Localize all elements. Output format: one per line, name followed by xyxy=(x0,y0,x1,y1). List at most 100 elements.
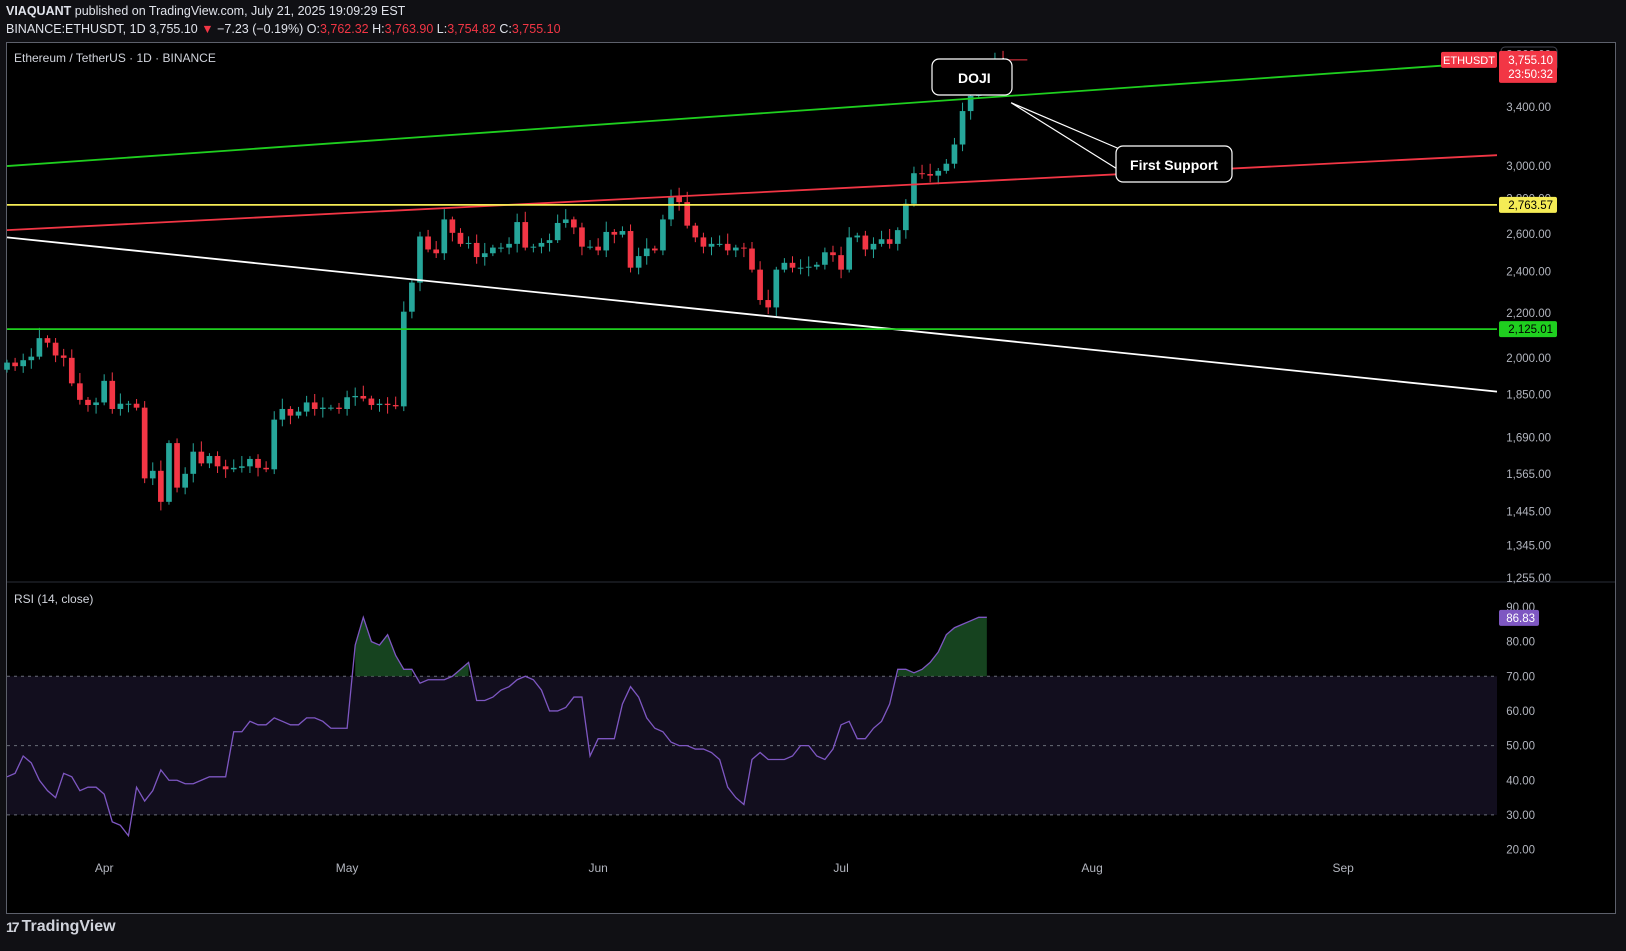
publisher-name[interactable]: VIAQUANT xyxy=(6,4,72,18)
candle-body xyxy=(732,247,739,251)
candle-body xyxy=(417,236,423,283)
candle xyxy=(660,214,666,256)
candle xyxy=(627,224,634,273)
candle-body xyxy=(344,397,350,409)
candle xyxy=(805,256,812,277)
candle xyxy=(409,279,415,319)
candle xyxy=(287,406,294,425)
footer-brand: TradingView xyxy=(21,918,116,935)
candle-body xyxy=(457,232,464,244)
rsi-value-label: 86.83 xyxy=(1506,613,1535,625)
tradingview-logo-icon: 17 xyxy=(6,919,20,935)
callout-text: First Support xyxy=(1130,157,1218,173)
rsi-title: RSI (14, close) xyxy=(14,592,93,606)
candle xyxy=(498,242,504,253)
time-axis-label: Jul xyxy=(833,861,848,875)
candle xyxy=(279,398,286,427)
candle xyxy=(425,229,431,253)
candle xyxy=(141,401,148,484)
rsi-tick-label: 80.00 xyxy=(1506,637,1535,649)
candle xyxy=(571,216,577,235)
candle-body xyxy=(214,456,221,467)
candle xyxy=(643,238,650,265)
candle-body xyxy=(903,203,909,231)
candle xyxy=(765,289,772,315)
candle xyxy=(919,164,925,179)
candle-body xyxy=(668,196,674,220)
price-tick-label: 1,565.00 xyxy=(1506,469,1551,481)
last-price-tag-label: 3,755.10 xyxy=(1508,55,1553,67)
candle-body xyxy=(149,470,156,479)
price-tick-label: 1,850.00 xyxy=(1506,390,1551,402)
candle xyxy=(732,244,739,258)
candle xyxy=(222,459,229,478)
candle-body xyxy=(587,246,593,248)
candle-body xyxy=(352,395,359,398)
candle xyxy=(935,168,942,185)
candle xyxy=(822,247,828,270)
candle xyxy=(708,237,715,256)
candle xyxy=(473,234,480,264)
candle xyxy=(247,456,253,473)
candle-body xyxy=(473,242,480,258)
candle-body xyxy=(182,473,188,488)
candle xyxy=(433,241,440,259)
candle-body xyxy=(263,467,269,470)
candle xyxy=(716,235,723,247)
rsi-tick-label: 50.00 xyxy=(1506,741,1535,753)
candle xyxy=(36,327,43,360)
high-value: 3,763.90 xyxy=(384,22,434,36)
candle xyxy=(506,237,512,255)
candle-body xyxy=(935,170,942,176)
candle xyxy=(854,232,861,243)
candle xyxy=(311,393,318,416)
candle xyxy=(676,187,682,211)
candle-body xyxy=(619,231,626,235)
time-axis-label: Aug xyxy=(1081,861,1102,875)
candle-body xyxy=(44,338,51,343)
candle-body xyxy=(595,246,601,251)
rsi-tick-label: 60.00 xyxy=(1506,706,1535,718)
candle-body xyxy=(295,411,302,416)
candle-body xyxy=(611,231,618,235)
price-tick-label: 2,000.00 xyxy=(1506,353,1551,365)
candle-body xyxy=(878,239,885,244)
candle xyxy=(255,454,261,477)
candle-body xyxy=(433,249,440,254)
candle xyxy=(522,211,529,251)
candle-body xyxy=(538,242,545,247)
candle-body xyxy=(93,402,99,406)
candle-body xyxy=(68,357,75,384)
low-value: 3,754.82 xyxy=(447,22,496,36)
candle xyxy=(741,242,747,258)
rsi-overbought-fill xyxy=(897,617,987,677)
close-value: 3,755.10 xyxy=(511,22,561,36)
candle-body xyxy=(279,408,286,420)
candle xyxy=(206,453,213,469)
candle-body xyxy=(133,403,140,408)
candle-body xyxy=(198,451,205,464)
candle xyxy=(4,359,10,373)
candle-body xyxy=(635,256,642,268)
candle-body xyxy=(911,173,917,204)
candle-body xyxy=(765,300,772,308)
candle-body xyxy=(465,242,472,244)
candle xyxy=(773,266,780,317)
candle-body xyxy=(77,383,83,400)
candle-body xyxy=(36,338,43,357)
candle-body xyxy=(822,252,828,265)
candle-body xyxy=(797,267,804,269)
candle-body xyxy=(255,458,261,468)
candle-body xyxy=(4,362,10,370)
candle-body xyxy=(206,456,213,464)
candle xyxy=(230,459,237,473)
candle xyxy=(959,102,966,152)
candle-body xyxy=(546,240,553,243)
candle-body xyxy=(919,173,925,175)
candle xyxy=(149,462,156,486)
time-axis-label: Sep xyxy=(1332,861,1354,875)
candle xyxy=(319,397,326,418)
callout-box xyxy=(1115,145,1233,183)
candle xyxy=(457,228,464,247)
